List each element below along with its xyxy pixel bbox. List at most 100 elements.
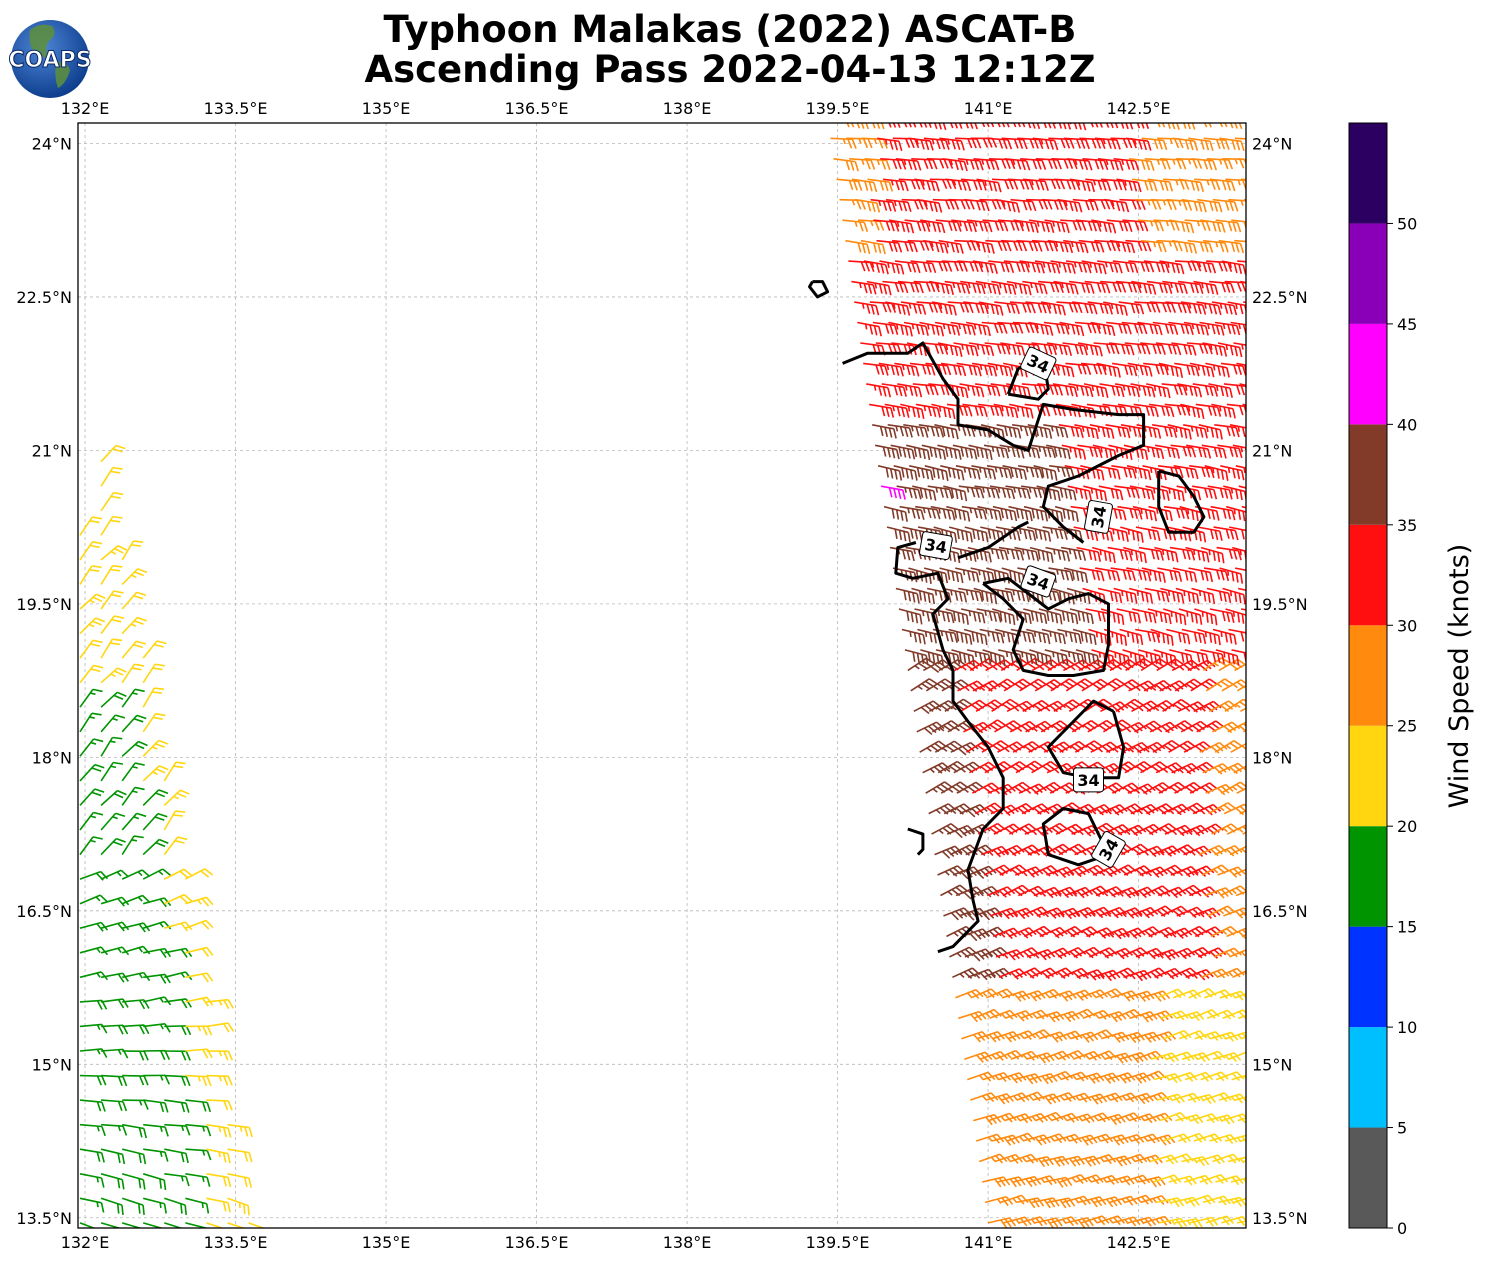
wind-barb (79, 788, 105, 806)
wind-barb (143, 973, 171, 984)
wind-barb (1048, 990, 1077, 1002)
wind-barb (1123, 865, 1153, 877)
wind-barb (928, 123, 947, 131)
wind-barb (1135, 947, 1165, 960)
wind-barb (1233, 1195, 1246, 1204)
wind-barb (1160, 485, 1185, 502)
wind-barb (963, 198, 990, 212)
wind-barb (1015, 760, 1044, 774)
wind-barb (1153, 1073, 1182, 1084)
wind-barb (100, 444, 126, 463)
wind-barb (1123, 546, 1147, 564)
wind-barb (1126, 567, 1152, 582)
wind-barb (911, 158, 938, 170)
wind-barb (1174, 678, 1203, 692)
wind-barb (910, 260, 937, 274)
lon-tick-label: 141°E (964, 1233, 1013, 1252)
wind-barb (1150, 1154, 1179, 1165)
wind-barb (1238, 905, 1246, 917)
wind-barb (943, 383, 969, 399)
wind-barb (851, 178, 878, 193)
wind-barb (939, 137, 965, 151)
wind-barb (1017, 885, 1047, 898)
wind-barb (1203, 239, 1229, 253)
wind-barb (964, 948, 994, 962)
wind-barb (1044, 649, 1069, 666)
wind-barb (1090, 1174, 1120, 1185)
wind-barb (1001, 137, 1028, 150)
wind-barb (930, 505, 956, 521)
wind-barb (1046, 444, 1071, 460)
wind-barb (1021, 803, 1050, 815)
wind-barb (995, 1049, 1024, 1060)
wind-barb (934, 321, 961, 336)
wind-barb (100, 921, 130, 932)
wind-barb (1122, 1072, 1151, 1084)
wind-barb (1097, 587, 1123, 604)
wind-barb (1047, 1197, 1076, 1209)
wind-barb (957, 158, 984, 171)
contour-label-text: 34 (1088, 504, 1111, 529)
wind-barb (966, 219, 993, 233)
wind-barb (1135, 526, 1161, 541)
wind-barb (971, 885, 1000, 898)
wind-barb (880, 485, 906, 500)
wind-barb (1050, 678, 1078, 692)
34-knot-contours (808, 280, 1206, 954)
lon-tick-label: 136.5°E (505, 99, 569, 118)
wind-barb (206, 1197, 231, 1213)
lon-tick-label: 138°E (663, 1233, 712, 1252)
wind-barb (1225, 608, 1246, 626)
wind-barb (971, 465, 997, 480)
wind-barb (1131, 280, 1157, 295)
wind-barb (1038, 608, 1063, 625)
wind-barb (1006, 383, 1031, 398)
title-line-1: Typhoon Malakas (2022) ASCAT-B (383, 8, 1076, 51)
wind-barb (1166, 628, 1191, 645)
wind-barb (1077, 444, 1103, 459)
wind-barb (1233, 761, 1246, 774)
wind-barb (1056, 301, 1083, 314)
wind-barb (963, 301, 989, 315)
wind-barb (101, 1099, 128, 1112)
wind-barb (950, 321, 976, 336)
wind-barb (79, 593, 106, 610)
wind-barb (993, 823, 1022, 836)
wind-barb (1059, 321, 1085, 337)
wind-barb (1163, 608, 1187, 626)
wind-barb (1208, 383, 1233, 398)
wind-barb (164, 1025, 192, 1036)
wind-barb (873, 219, 900, 232)
wind-barb (1013, 1175, 1042, 1188)
wind-barb (1234, 659, 1246, 672)
wind-barb (1190, 260, 1217, 274)
wind-barb (143, 1099, 169, 1113)
wind-barb (1197, 526, 1223, 541)
wind-barb (1155, 342, 1182, 356)
colorbar-bin (1349, 524, 1387, 626)
wind-barb (976, 608, 1002, 623)
wind-barb (880, 158, 907, 170)
wind-barb (1144, 158, 1171, 170)
wind-barb (934, 845, 963, 859)
wind-barb (886, 198, 912, 212)
wind-barb (1015, 866, 1044, 878)
wind-barb (79, 836, 103, 856)
lon-tick-label: 139.5°E (806, 1233, 870, 1252)
wind-barb (1092, 969, 1121, 982)
wind-barb (961, 505, 987, 520)
wind-barb (958, 1010, 987, 1023)
wind-barb (1116, 178, 1142, 193)
wind-barb (946, 505, 971, 522)
wind-barb (79, 763, 105, 782)
wind-barb (1225, 505, 1246, 522)
wind-barb (100, 667, 127, 684)
wind-barb (1013, 1073, 1043, 1085)
wind-barb (1093, 1196, 1123, 1208)
wind-barb (1072, 1050, 1102, 1061)
wind-barb (1005, 485, 1031, 499)
wind-barb (1111, 886, 1140, 899)
wind-barb (163, 836, 188, 856)
wind-barb (1003, 781, 1031, 794)
